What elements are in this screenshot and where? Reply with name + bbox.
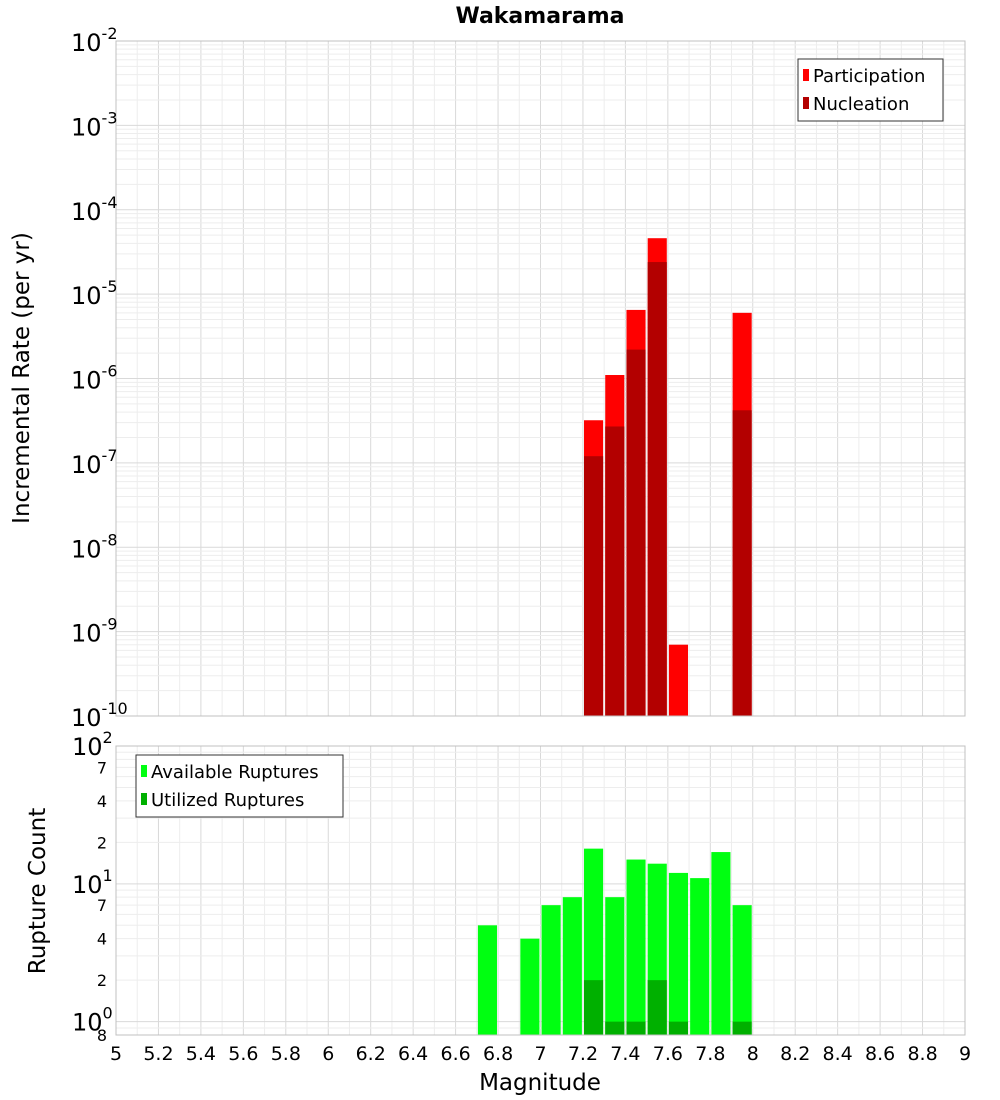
legend-label: Available Ruptures: [151, 762, 319, 783]
y-tick-label: 2: [97, 971, 107, 990]
legend-swatch: [141, 765, 147, 777]
y-tick-label: 10-5: [71, 277, 118, 310]
x-tick-label: 8.6: [865, 1043, 895, 1065]
y-tick-label: 100: [72, 1004, 113, 1037]
bottom-bars: [477, 848, 752, 1035]
legend-box: [135, 754, 344, 818]
y-tick-label: 8: [97, 1026, 107, 1045]
bar-primary: [520, 938, 540, 1035]
bar-secondary: [626, 1021, 646, 1035]
y-tick-label: 10-6: [71, 362, 118, 395]
legend-box: [797, 58, 944, 122]
x-tick-label: 8.4: [823, 1043, 853, 1065]
bar-secondary: [626, 349, 646, 716]
y-tick-label: 10-8: [71, 530, 118, 563]
x-tick-label: 5.4: [186, 1043, 216, 1065]
bottom-plot-border: [115, 745, 966, 1036]
x-tick-label: 6: [322, 1043, 334, 1065]
top-plot-border: [115, 40, 966, 717]
x-tick-label: 7.4: [610, 1043, 640, 1065]
legend-swatch: [803, 97, 809, 109]
y-tick-label: 4: [97, 930, 107, 949]
bar-primary: [605, 897, 625, 1035]
bar-secondary: [584, 980, 604, 1035]
legend-swatch: [803, 69, 809, 81]
y-tick-label: 102: [72, 728, 113, 761]
x-tick-label: 7.2: [568, 1043, 598, 1065]
legend-swatch: [141, 793, 147, 805]
x-tick-label: 7: [534, 1043, 546, 1065]
x-tick-label: 6.8: [483, 1043, 513, 1065]
y-tick-label: 10-4: [71, 193, 118, 226]
bar-primary: [541, 905, 561, 1035]
bottom-y-axis-label: Rupture Count: [25, 808, 51, 974]
top-y-axis-ticks: 10-10 10-9 10-8 10-7 10-6 10-5 10-4 10-3 10-2: [71, 24, 128, 732]
x-tick-label: 6.2: [356, 1043, 386, 1065]
x-tick-label: 5.2: [143, 1043, 173, 1065]
x-axis-ticks: 5 5.2 5.4 5.6 5.8 6 6.2 6.4 6.6 6.8 7 7.2 7.4 7.6 7.8 8…: [110, 1043, 971, 1065]
x-tick-label: 5: [110, 1043, 122, 1065]
legend-label: Participation: [813, 66, 925, 87]
x-tick-label: 9: [959, 1043, 971, 1065]
legend-label: Utilized Ruptures: [151, 790, 304, 811]
x-tick-label: 8.2: [780, 1043, 810, 1065]
bar-primary: [711, 852, 731, 1035]
x-tick-label: 7.8: [695, 1043, 725, 1065]
y-tick-label: 4: [97, 792, 107, 811]
bar-secondary: [647, 980, 667, 1035]
top-bars: [584, 238, 752, 716]
y-tick-label: 10-3: [71, 108, 118, 141]
bar-primary: [626, 859, 646, 1035]
top-y-axis-label: Incremental Rate (per yr): [9, 232, 35, 524]
x-tick-label: 8.8: [907, 1043, 937, 1065]
bar-primary: [477, 925, 497, 1035]
x-tick-label: 6.4: [398, 1043, 428, 1065]
y-tick-label: 7: [97, 758, 107, 777]
y-tick-label: 10-7: [71, 446, 118, 479]
bottom-legend: Available Ruptures Utilized Ruptures: [135, 754, 344, 818]
bar-primary: [732, 905, 752, 1035]
y-tick-label: 10-2: [71, 24, 118, 57]
chart-title: Wakamarama: [455, 4, 624, 29]
top-legend: Participation Nucleation: [797, 58, 944, 122]
bar-primary: [668, 644, 689, 716]
bar-secondary: [647, 262, 667, 716]
top-grid: [115, 41, 966, 717]
bar-primary: [690, 878, 710, 1035]
legend-label: Nucleation: [813, 94, 909, 115]
y-tick-label: 101: [72, 866, 113, 899]
y-tick-label: 10-10: [71, 699, 128, 732]
x-tick-label: 7.6: [653, 1043, 683, 1065]
x-tick-label: 5.8: [271, 1043, 301, 1065]
bar-secondary: [605, 426, 625, 716]
y-tick-label: 10-9: [71, 615, 118, 648]
bar-secondary: [668, 1021, 689, 1035]
bar-secondary: [605, 1021, 625, 1035]
y-tick-label: 2: [97, 833, 107, 852]
x-tick-label: 6.6: [440, 1043, 470, 1065]
bar-secondary: [732, 410, 752, 716]
y-tick-label: 7: [97, 896, 107, 915]
bar-secondary: [584, 456, 604, 716]
x-axis-label: Magnitude: [479, 1070, 601, 1096]
x-tick-label: 5.6: [228, 1043, 258, 1065]
bar-primary: [668, 872, 689, 1035]
bar-secondary: [732, 1021, 752, 1035]
bar-primary: [562, 897, 582, 1035]
x-tick-label: 8: [747, 1043, 759, 1065]
